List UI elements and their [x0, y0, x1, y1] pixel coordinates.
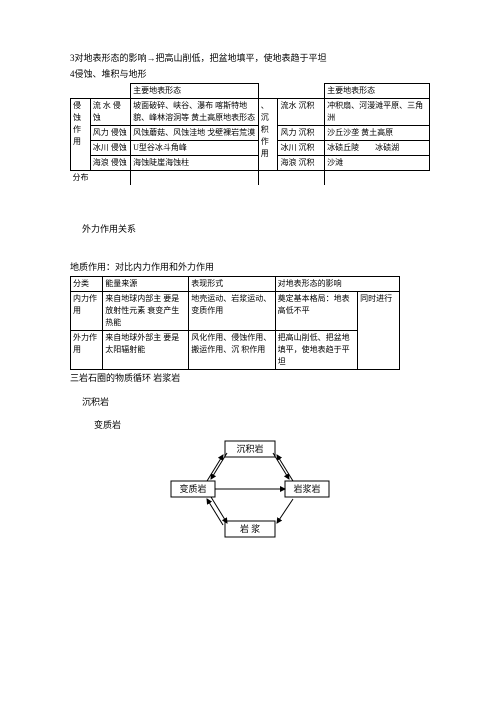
t1-cell: 坡面破碎、峡谷、瀑布 喀斯特地貌、峰林溶洞等 黄土高原地表形态: [131, 99, 259, 126]
t1-deposition-group: 、沉 积 作 用: [258, 99, 278, 171]
t1-cell: 风力 沉积: [278, 126, 325, 141]
t1-cell: 海浪 沉积: [278, 156, 325, 171]
t1-erosion-group: 侵 蚀 作 用: [71, 99, 91, 171]
geo-action-heading: 地质作用：对比内力作用和外力作用: [70, 261, 430, 275]
node-top: 沉积岩: [236, 443, 263, 454]
t2-cell: 把高山削低、把盆地填平，使地表趋于平坦: [275, 331, 358, 370]
t2-cell: 内力作用: [71, 292, 103, 331]
t1-header-left: 主要地表形态: [131, 84, 259, 99]
metamorphic-label: 变质岩: [94, 419, 430, 433]
t2-cell: 来自地球内部主 要是放射性元素 衰变产生热能: [103, 292, 189, 331]
t1-cell: 流 水 侵蚀: [90, 99, 130, 126]
t2-cell: 风化作用、侵蚀作用、搬运作用、沉 积作用: [189, 331, 275, 370]
node-left: 变质岩: [179, 483, 206, 494]
external-force-relation: 外力作用关系: [82, 223, 430, 237]
t2-h: 能量来源: [103, 277, 189, 292]
t2-h: 分类: [71, 277, 103, 292]
t1-cell: U型谷冰斗角峰: [131, 141, 259, 156]
t2-cell: 奠定基本格局：地表高低不平: [275, 292, 358, 331]
t2-cell: 地壳运动、岩浆运动、变质作用: [189, 292, 275, 331]
erosion-deposition-table: 主要地表形态 主要地表形态 侵 蚀 作 用 流 水 侵蚀 坡面破碎、峡谷、瀑布 …: [70, 83, 430, 185]
geo-action-table: 分类 能量来源 表现形式 对地表形态的影响 内力作用 来自地球内部主 要是放射性…: [70, 276, 400, 370]
node-right: 岩浆岩: [293, 483, 320, 494]
t2-h: 对地表形态的影响: [275, 277, 399, 292]
node-bottom: 岩 浆: [240, 523, 260, 534]
rock-cycle-heading: 三岩石圈的物质循环 岩浆岩: [70, 372, 430, 386]
t1-cell: 海浪 侵蚀: [90, 156, 130, 171]
t1-cell: 沙滩: [325, 156, 430, 171]
t1-header-right: 主要地表形态: [325, 84, 430, 99]
t1-distribution: 分布: [71, 171, 131, 186]
t1-cell: 流水 沉积: [278, 99, 325, 126]
t1-cell: 风力 侵蚀: [90, 126, 130, 141]
heading-line-1: 3对地表形态的影响→把高山削低，把盆地填平，使地表趋于平坦: [70, 52, 430, 66]
t1-cell: 冲积扇、河漫滩平原、三角洲: [325, 99, 430, 126]
heading-line-2: 4侵蚀、堆积与地形: [70, 68, 430, 82]
t2-h: 表现形式: [189, 277, 275, 292]
t1-cell: 冰碛丘陵 冰碛湖: [325, 141, 430, 156]
t2-cell: 同时进行: [358, 292, 400, 370]
t1-cell: 冰川 侵蚀: [90, 141, 130, 156]
t1-cell: 海蚀陡崖海蚀柱: [131, 156, 259, 171]
t1-cell: 冰川 沉积: [278, 141, 325, 156]
t1-cell: 风蚀蘑菇、风蚀洼地 戈壁裸岩荒漠: [131, 126, 259, 141]
rock-cycle-diagram: 沉积岩 变质岩 岩浆岩 岩 浆: [70, 439, 430, 549]
sedimentary-label: 沉积岩: [82, 396, 430, 410]
t2-cell: 外力作用: [71, 331, 103, 370]
t1-cell: 沙丘沙垄 黄土高原: [325, 126, 430, 141]
t2-cell: 来自地球外部主 要是太阳辐射能: [103, 331, 189, 370]
